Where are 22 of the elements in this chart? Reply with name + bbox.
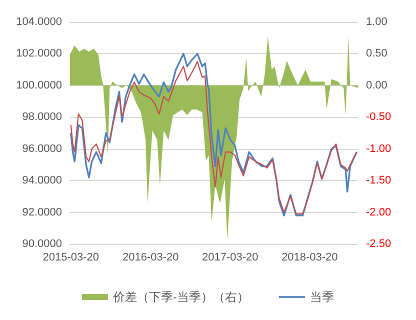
- y2-tick-label: -0.50: [366, 111, 392, 124]
- y2-tick-label: -1.50: [366, 174, 392, 187]
- y2-tick-label: 1.00: [366, 16, 388, 28]
- y2-tick-label: 0.00: [366, 79, 388, 92]
- y-tick-label: 92.0000: [22, 206, 62, 218]
- x-tick-label: 2015-03-20: [42, 252, 100, 264]
- legend-label: 价差（下季-当季）（右）: [112, 290, 249, 304]
- x-tick-label: 2016-03-20: [122, 252, 179, 264]
- y-tick-label: 98.0000: [22, 111, 62, 124]
- y2-tick-label: 0.50: [366, 48, 388, 60]
- y2-tick-label: -2.00: [366, 206, 392, 218]
- legend-label: 当季: [310, 290, 334, 304]
- y-tick-label: 102.0000: [16, 48, 62, 60]
- x-tick-label: 2018-03-20: [281, 252, 338, 264]
- x-tick-label: 2017-03-20: [202, 252, 258, 264]
- y2-tick-label: -1.00: [366, 142, 392, 155]
- y-tick-label: 96.0000: [22, 142, 62, 155]
- y-tick-label: 94.0000: [22, 174, 62, 187]
- y-tick-label: 104.0000: [16, 16, 62, 28]
- y2-tick-label: -2.50: [366, 238, 392, 250]
- y-tick-label: 100.0000: [16, 79, 62, 92]
- y-tick-label: 90.0000: [22, 238, 62, 250]
